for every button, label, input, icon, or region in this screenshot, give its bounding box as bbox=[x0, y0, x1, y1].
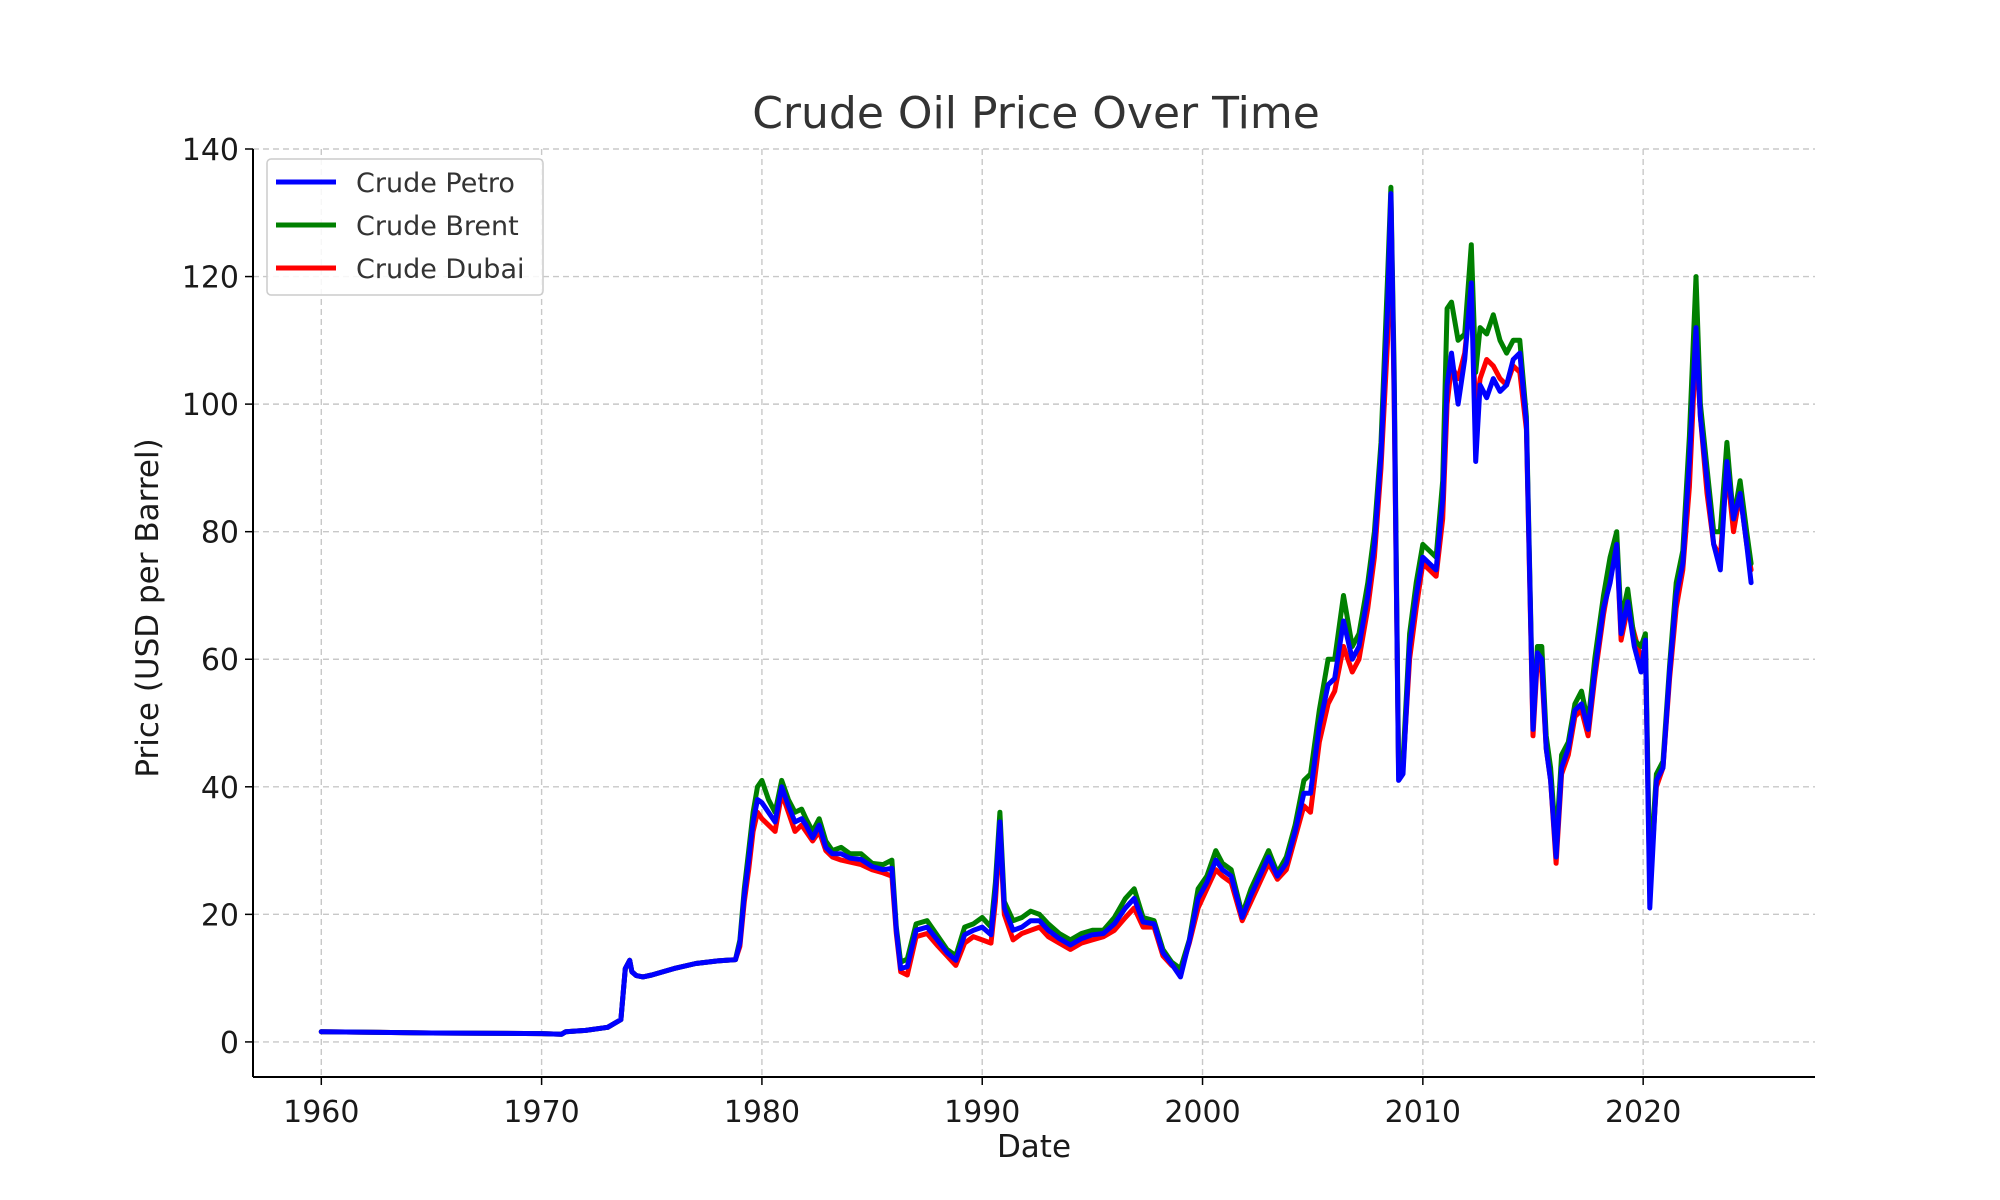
y-tick-label: 80 bbox=[201, 516, 239, 551]
y-tick-label: 20 bbox=[201, 898, 239, 933]
y-tick-label: 0 bbox=[220, 1026, 239, 1061]
x-tick-label: 1970 bbox=[503, 1095, 579, 1130]
series-lines bbox=[318, 184, 1754, 1037]
axes bbox=[245, 148, 1815, 1085]
y-tick-label: 140 bbox=[182, 133, 239, 168]
x-tick-label: 1980 bbox=[724, 1095, 800, 1130]
legend: Crude Petro Crude Brent Crude Dubai bbox=[266, 158, 544, 296]
legend-box bbox=[266, 158, 544, 296]
tick-labels: 1960 1970 1980 1990 2000 2010 2020 0 20 40 60 80 100… bbox=[182, 133, 1682, 1130]
chart-title: Crude Oil Price Over Time bbox=[752, 88, 1320, 139]
x-axis-label: Date bbox=[997, 1129, 1071, 1165]
y-tick-label: 100 bbox=[182, 388, 239, 423]
x-tick-label: 1990 bbox=[944, 1095, 1020, 1130]
y-tick-label: 120 bbox=[182, 261, 239, 296]
x-tick-label: 2020 bbox=[1605, 1095, 1681, 1130]
legend-label-crude-dubai: Crude Dubai bbox=[356, 254, 525, 285]
x-tick-label: 2000 bbox=[1164, 1095, 1240, 1130]
x-tick-label: 1960 bbox=[283, 1095, 359, 1130]
y-tick-label: 60 bbox=[201, 643, 239, 678]
series-line-crude-petro bbox=[318, 191, 1754, 1037]
y-axis-label: Price (USD per Barrel) bbox=[130, 438, 166, 777]
series-line-crude-brent bbox=[318, 184, 1754, 1037]
x-tick-label: 2010 bbox=[1385, 1095, 1461, 1130]
series-line-crude-dubai bbox=[318, 197, 1754, 1037]
legend-label-crude-petro: Crude Petro bbox=[356, 168, 515, 199]
grid bbox=[253, 148, 1815, 1077]
legend-label-crude-brent: Crude Brent bbox=[356, 211, 519, 242]
y-tick-label: 40 bbox=[201, 771, 239, 806]
